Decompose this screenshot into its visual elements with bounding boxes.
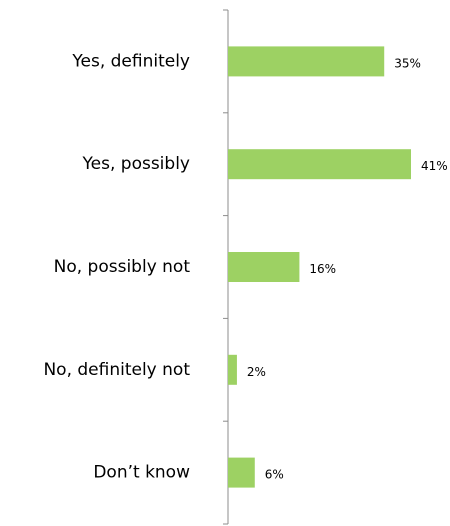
value-label: 35% <box>394 56 421 70</box>
value-label: 2% <box>247 365 266 379</box>
value-label: 41% <box>421 159 448 173</box>
value-labels: 35% 41% 16% 2% 6% <box>247 56 448 481</box>
value-label: 6% <box>265 468 284 482</box>
bar <box>228 354 237 385</box>
category-label: Yes, possibly <box>82 154 190 174</box>
bar <box>228 252 300 282</box>
bar <box>228 46 385 77</box>
value-label: 16% <box>309 262 336 276</box>
category-label: Yes, definitely <box>71 51 190 71</box>
category-labels: Yes, definitely Yes, possibly No, possibly… <box>43 51 190 482</box>
bar <box>228 149 411 180</box>
category-axis <box>223 9 229 525</box>
bars <box>228 46 411 488</box>
category-label: Don’t know <box>93 463 190 483</box>
category-label: No, definitely not <box>43 360 190 380</box>
category-label: No, possibly not <box>54 257 191 277</box>
bar <box>228 457 255 488</box>
